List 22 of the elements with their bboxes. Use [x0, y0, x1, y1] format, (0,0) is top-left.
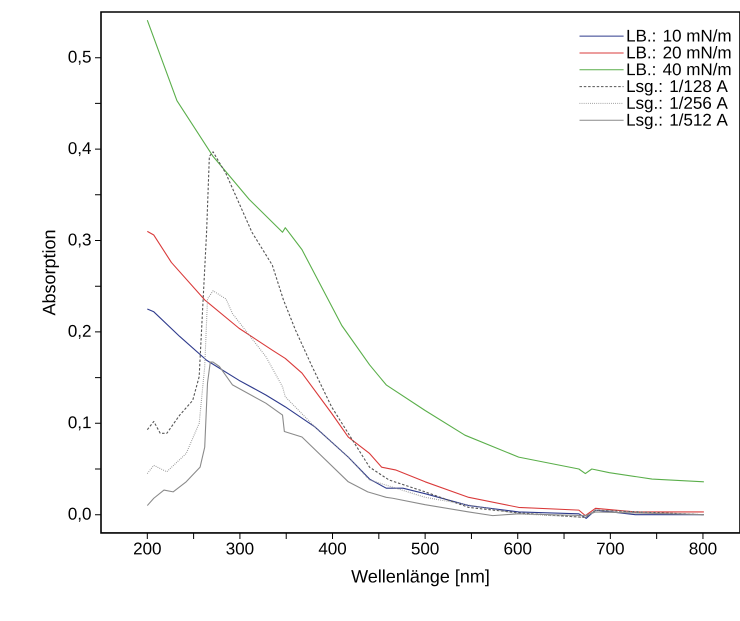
x-tick-label: 500	[412, 542, 439, 555]
y-tick-label: 0,4	[68, 142, 91, 156]
legend-label: LB.: 40 mN/m	[628, 62, 730, 76]
x-axis-title: Wellenlänge [nm]	[351, 569, 489, 586]
legend-label: LB.: 10 mN/m	[628, 29, 730, 42]
x-tick-label: 800	[690, 542, 716, 555]
y-tick-label: 0,5	[68, 50, 91, 65]
x-tick-label: 200	[134, 542, 161, 555]
legend-label: Lsg.: 1/128 A	[628, 80, 728, 96]
legend-label: Lsg.: 1/512 A	[628, 113, 728, 130]
y-tick-label: 0,3	[68, 233, 91, 248]
y-tick-label: 0,1	[68, 416, 91, 430]
x-tick-label: 300	[226, 542, 254, 555]
x-tick-label: 400	[318, 542, 346, 555]
y-tick-label: 0,2	[68, 324, 91, 339]
legend-label: LB.: 20 mN/m	[628, 46, 730, 59]
x-tick-label: 600	[504, 542, 532, 555]
x-tick-label: 700	[597, 542, 624, 555]
y-axis-title: Absorption	[42, 230, 59, 316]
line-series	[146, 230, 704, 516]
legend-label: Lsg.: 1/256 A	[628, 96, 728, 112]
y-tick-label: 0,0	[68, 508, 91, 522]
